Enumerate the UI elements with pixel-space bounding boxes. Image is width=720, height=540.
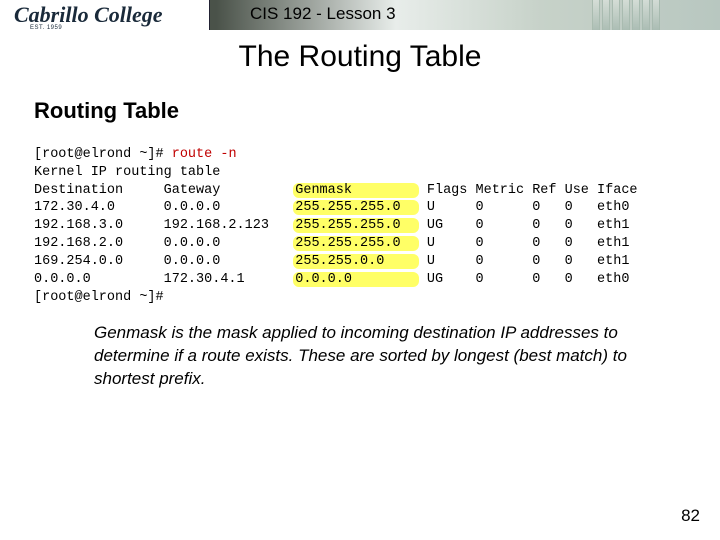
content-section: Routing Table [root@elrond ~]# route -n … (0, 74, 720, 391)
logo-subtext: EST. 1959 (30, 25, 62, 30)
terminal-output: [root@elrond ~]# route -n Kernel IP rout… (34, 146, 686, 306)
course-title: CIS 192 - Lesson 3 (250, 4, 396, 24)
college-logo: Cabrillo College EST. 1959 (0, 0, 210, 30)
banner-columns-decoration (592, 0, 660, 30)
slide-title: The Routing Table (0, 40, 720, 74)
slide: Cabrillo College EST. 1959 CIS 192 - Les… (0, 0, 720, 540)
page-number: 82 (681, 506, 700, 526)
section-heading: Routing Table (34, 98, 686, 124)
banner: Cabrillo College EST. 1959 CIS 192 - Les… (0, 0, 720, 30)
caption-text: Genmask is the mask applied to incoming … (94, 322, 634, 391)
